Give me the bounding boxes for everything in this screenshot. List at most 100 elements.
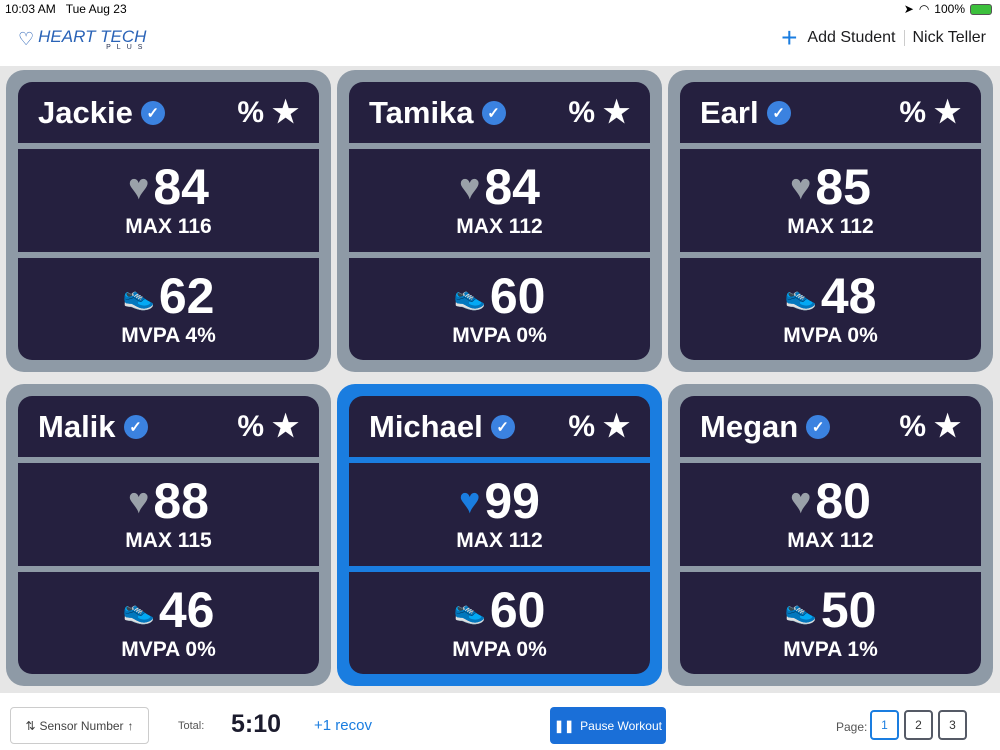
check-icon: ✓ xyxy=(806,414,831,439)
heart-rate-section: ♥ 88 MAX 115 xyxy=(18,463,319,566)
sort-icon: ⇅ xyxy=(25,718,36,733)
battery-label: 100% xyxy=(934,2,965,16)
check-icon: ✓ xyxy=(481,100,506,125)
percent-icon[interactable]: % xyxy=(568,409,596,443)
shoe-icon: 👟 xyxy=(122,594,155,625)
page-label: Page: xyxy=(836,720,868,734)
heart-rate-value: 85 xyxy=(815,159,871,216)
max-heart-rate: MAX 116 xyxy=(125,215,212,239)
heart-rate-value: 99 xyxy=(484,473,540,530)
student-name: Megan xyxy=(700,408,799,444)
star-icon[interactable]: ★ xyxy=(934,410,961,443)
card-header: Megan ✓ % ★ xyxy=(680,396,981,457)
card-header: Tamika ✓ % ★ xyxy=(349,82,650,143)
steps-value: 60 xyxy=(489,581,546,638)
percent-icon[interactable]: % xyxy=(237,409,265,443)
status-bar: 10:03 AM Tue Aug 23 ➤ ◠ 100% xyxy=(0,0,1000,18)
mvpa-value: MVPA 0% xyxy=(452,637,547,661)
max-heart-rate: MAX 115 xyxy=(125,529,212,553)
page-1-button[interactable]: 1 xyxy=(870,710,899,740)
page-2-button[interactable]: 2 xyxy=(904,710,933,740)
student-name: Jackie xyxy=(38,94,133,130)
student-card[interactable]: Tamika ✓ % ★ ♥ 84 MAX 112 👟 60 MVPA 0% xyxy=(337,70,662,372)
status-time: 10:03 AM Tue Aug 23 xyxy=(5,2,127,16)
student-card[interactable]: Earl ✓ % ★ ♥ 85 MAX 112 👟 48 MVPA 0% xyxy=(668,70,993,372)
mvpa-value: MVPA 0% xyxy=(783,323,878,347)
star-icon[interactable]: ★ xyxy=(272,410,299,443)
check-icon: ✓ xyxy=(490,414,515,439)
student-card[interactable]: Michael ✓ % ★ ♥ 99 MAX 112 👟 60 MVPA 0% xyxy=(337,384,662,686)
footer-bar: ⇅ Sensor Number ↑ Total: 5:10 +1 recov ❚❚ P… xyxy=(0,693,1000,750)
percent-icon[interactable]: % xyxy=(237,95,265,129)
max-heart-rate: MAX 112 xyxy=(787,215,874,239)
student-card[interactable]: Jackie ✓ % ★ ♥ 84 MAX 116 👟 62 MVPA 4% xyxy=(6,70,331,372)
page-3-button[interactable]: 3 xyxy=(938,710,967,740)
check-icon: ✓ xyxy=(766,100,791,125)
star-icon[interactable]: ★ xyxy=(934,96,961,129)
wifi-icon: ◠ xyxy=(918,2,930,16)
add-student-button[interactable]: + Add Student xyxy=(781,22,896,53)
student-name: Malik xyxy=(38,408,116,444)
location-icon: ➤ xyxy=(903,2,914,16)
student-name: Tamika xyxy=(369,94,474,130)
student-name: Earl xyxy=(700,94,759,130)
card-header: Michael ✓ % ★ xyxy=(349,396,650,457)
check-icon: ✓ xyxy=(123,414,148,439)
shoe-icon: 👟 xyxy=(453,280,486,311)
percent-icon[interactable]: % xyxy=(899,409,927,443)
app-header: ♡ HEART TECH PLUS + Add Student Nick Telle… xyxy=(0,18,1000,66)
student-card[interactable]: Malik ✓ % ★ ♥ 88 MAX 115 👟 46 MVPA 0% xyxy=(6,384,331,686)
steps-value: 62 xyxy=(158,267,215,324)
max-heart-rate: MAX 112 xyxy=(456,215,543,239)
heart-rate-section: ♥ 84 MAX 112 xyxy=(349,149,650,252)
star-icon[interactable]: ★ xyxy=(272,96,299,129)
shoe-icon: 👟 xyxy=(784,594,817,625)
heart-rate-section: ♥ 80 MAX 112 xyxy=(680,463,981,566)
user-name[interactable]: Nick Teller xyxy=(912,29,987,46)
percent-icon[interactable]: % xyxy=(568,95,596,129)
arrow-up-icon: ↑ xyxy=(127,718,134,733)
logo: ♡ HEART TECH PLUS xyxy=(18,27,149,51)
plus-icon: + xyxy=(781,22,798,53)
battery-icon xyxy=(970,3,992,15)
steps-section: 👟 46 MVPA 0% xyxy=(18,571,319,674)
pause-icon: ❚❚ xyxy=(554,718,575,733)
shoe-icon: 👟 xyxy=(784,280,817,311)
heart-rate-value: 84 xyxy=(153,159,209,216)
card-header: Jackie ✓ % ★ xyxy=(18,82,319,143)
steps-section: 👟 60 MVPA 0% xyxy=(349,257,650,360)
heart-rate-value: 80 xyxy=(815,473,871,530)
divider xyxy=(903,30,905,46)
heart-icon: ♥ xyxy=(128,480,150,522)
heart-rate-section: ♥ 99 MAX 112 xyxy=(349,463,650,566)
steps-section: 👟 62 MVPA 4% xyxy=(18,257,319,360)
steps-value: 48 xyxy=(820,267,877,324)
steps-value: 46 xyxy=(158,581,215,638)
star-icon[interactable]: ★ xyxy=(603,96,630,129)
mvpa-value: MVPA 0% xyxy=(452,323,547,347)
star-icon[interactable]: ★ xyxy=(603,410,630,443)
heart-logo-icon: ♡ xyxy=(18,28,35,49)
heart-icon: ♥ xyxy=(790,480,812,522)
heart-rate-section: ♥ 84 MAX 116 xyxy=(18,149,319,252)
card-header: Malik ✓ % ★ xyxy=(18,396,319,457)
total-time: 5:10 xyxy=(231,710,282,738)
shoe-icon: 👟 xyxy=(122,280,155,311)
student-card[interactable]: Megan ✓ % ★ ♥ 80 MAX 112 👟 50 MVPA 1% xyxy=(668,384,993,686)
sort-button[interactable]: ⇅ Sensor Number ↑ xyxy=(10,707,149,744)
heart-icon: ♥ xyxy=(128,166,150,208)
heart-icon: ♥ xyxy=(459,480,481,522)
heart-icon: ♥ xyxy=(459,166,481,208)
steps-value: 50 xyxy=(820,581,877,638)
percent-icon[interactable]: % xyxy=(899,95,927,129)
heart-rate-value: 84 xyxy=(484,159,540,216)
steps-value: 60 xyxy=(489,267,546,324)
recovery-link[interactable]: +1 recov xyxy=(314,717,372,734)
heart-rate-section: ♥ 85 MAX 112 xyxy=(680,149,981,252)
mvpa-value: MVPA 1% xyxy=(783,637,878,661)
heart-icon: ♥ xyxy=(790,166,812,208)
steps-section: 👟 48 MVPA 0% xyxy=(680,257,981,360)
mvpa-value: MVPA 4% xyxy=(121,323,216,347)
pause-workout-button[interactable]: ❚❚ Pause Workout xyxy=(550,707,666,744)
steps-section: 👟 50 MVPA 1% xyxy=(680,571,981,674)
